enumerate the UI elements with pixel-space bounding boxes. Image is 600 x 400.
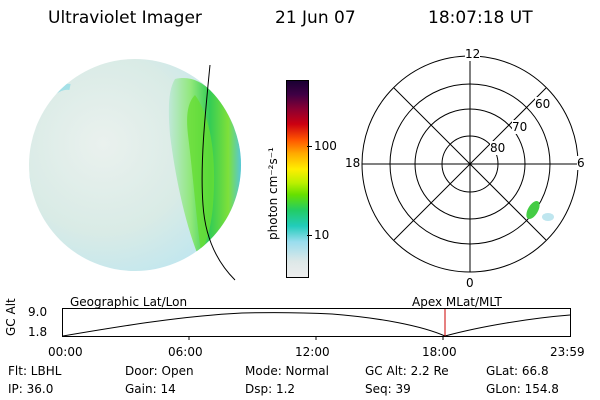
intensity-colorbar <box>286 80 309 278</box>
timeline-y-tick: 1.8 <box>28 325 48 339</box>
mlt-label-6: 6 <box>577 156 585 170</box>
time-label: 18:07:18 UT <box>428 8 533 28</box>
colorbar-tick <box>307 235 312 236</box>
colorbar-unit-label: photon cm⁻²s⁻¹ <box>266 147 280 240</box>
info-glon: GLon: 154.8 <box>486 382 559 396</box>
altitude-curve <box>62 312 571 337</box>
timeline-left-caption: Geographic Lat/Lon <box>70 295 188 309</box>
mlt-label-18: 18 <box>345 156 361 170</box>
mlt-label-0: 0 <box>466 276 474 290</box>
info-gc-alt: GC Alt: 2.2 Re <box>365 364 449 378</box>
instrument-title: Ultraviolet Imager <box>48 8 202 28</box>
aurora-core <box>187 95 215 251</box>
timeline-x-tick-label: 12:00 <box>295 345 330 359</box>
uv-image-panel <box>29 59 241 281</box>
info-mode: Mode: Normal <box>245 364 329 378</box>
aurora-blob <box>526 200 540 220</box>
timeline-x-tick-label: 23:59 <box>550 345 585 359</box>
info-door: Door: Open <box>125 364 194 378</box>
date-label: 21 Jun 07 <box>275 8 356 28</box>
terminator-line <box>201 64 236 281</box>
mlat-label-70: 70 <box>512 120 528 134</box>
info-seq: Seq: 39 <box>365 382 411 396</box>
aurora-blob-faint <box>542 213 554 221</box>
info-gain: Gain: 14 <box>125 382 176 396</box>
mlat-label-60: 60 <box>535 97 551 111</box>
timeline-x-tick-label: 06:00 <box>168 345 203 359</box>
mlt-label-12: 12 <box>465 47 481 61</box>
colorbar-tick-label: 100 <box>314 139 337 153</box>
timeline-y-axis-label: GC Alt <box>4 298 18 336</box>
info-dsp: Dsp: 1.2 <box>245 382 296 396</box>
colorbar-tick-label: 10 <box>314 228 330 242</box>
colorbar-tick <box>307 146 312 147</box>
polar-plot <box>361 55 579 273</box>
polar-meridian <box>393 87 547 241</box>
timeline-x-tick-label: 18:00 <box>422 345 457 359</box>
timeline-x-tick-label: 00:00 <box>48 345 83 359</box>
info-glat: GLat: 66.8 <box>486 364 549 378</box>
info-filter: Flt: LBHL <box>8 364 62 378</box>
timeline-plot <box>62 308 571 340</box>
info-ip: IP: 36.0 <box>8 382 54 396</box>
mlat-label-80: 80 <box>490 141 506 155</box>
timeline-y-tick: 9.0 <box>28 305 48 319</box>
timeline-right-caption: Apex MLat/MLT <box>412 295 502 309</box>
timeline-frame <box>62 308 571 337</box>
